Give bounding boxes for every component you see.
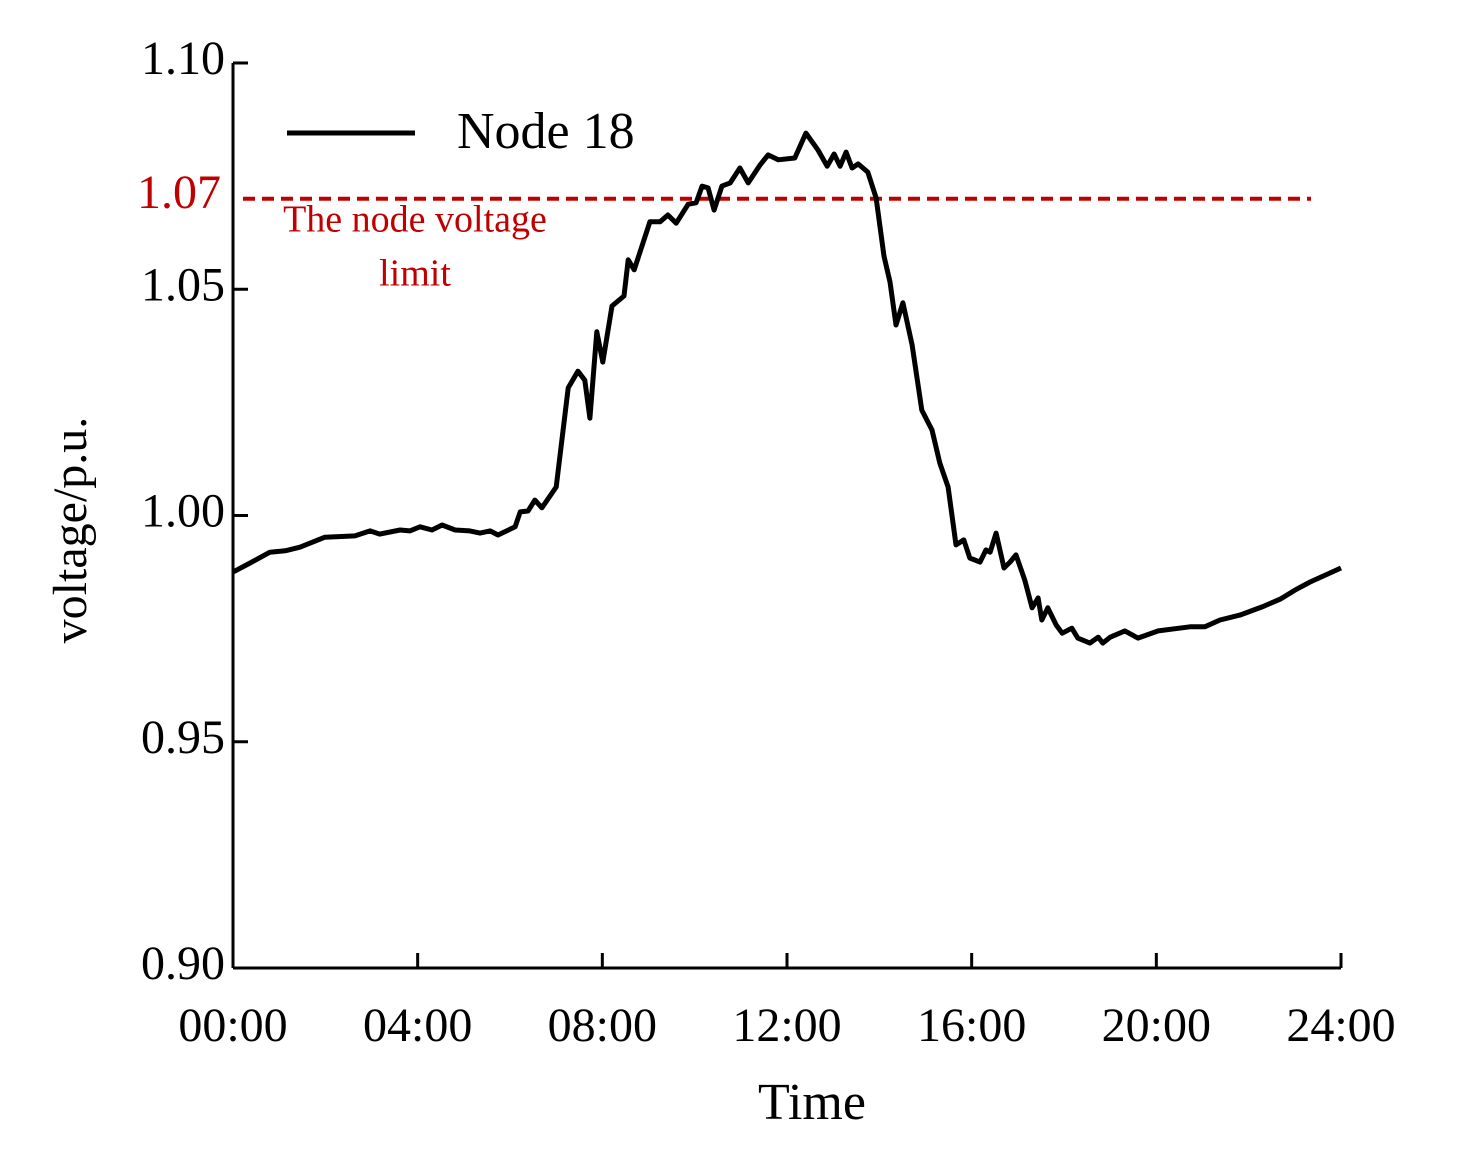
- x-tick-label: 00:00: [178, 999, 287, 1052]
- y-tick-label: 0.90: [141, 937, 225, 990]
- x-tick-label: 12:00: [732, 999, 841, 1052]
- x-tick-label: 04:00: [363, 999, 472, 1052]
- y-tick-label: 0.95: [141, 711, 225, 764]
- x-tick-label: 16:00: [917, 999, 1026, 1052]
- x-tick-label: 24:00: [1286, 999, 1395, 1052]
- legend-label: Node 18: [457, 103, 635, 160]
- x-axis-title: Time: [758, 1074, 866, 1131]
- y-tick-label: 1.00: [141, 485, 225, 538]
- limit-annotation: The node voltage: [283, 198, 547, 240]
- x-tick-label: 08:00: [548, 999, 657, 1052]
- y-tick-label: 1.05: [141, 258, 225, 311]
- x-tick-label: 20:00: [1102, 999, 1211, 1052]
- series-line: [231, 130, 1343, 646]
- y-axis-title: voltage/p.u.: [44, 417, 97, 644]
- y-tick-label: 1.10: [141, 32, 225, 85]
- limit-value-label: 1.07: [137, 166, 221, 219]
- limit-annotation: limit: [379, 252, 451, 294]
